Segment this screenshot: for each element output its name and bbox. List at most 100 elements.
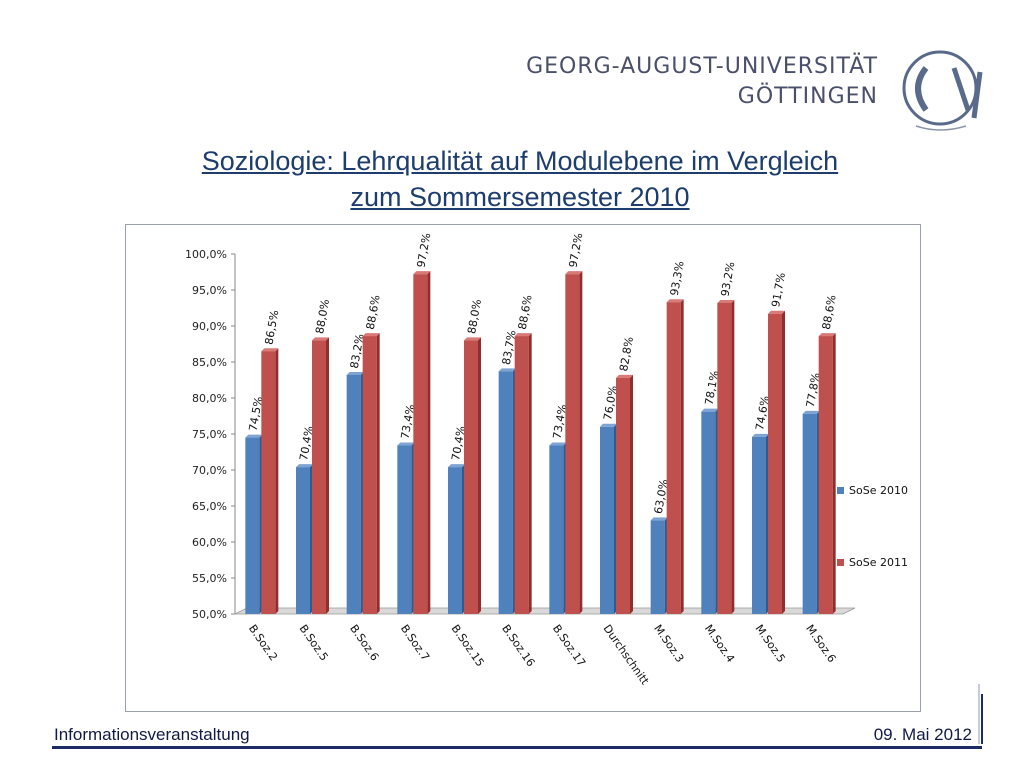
bar-side-sose2011 [680,299,684,614]
y-tick-label: 65,0% [192,500,227,513]
university-name-line1: GEORG-AUGUST-UNIVERSITÄT [526,54,878,79]
data-label: 88,6% [820,294,839,331]
bar-sose2011-bsoz6 [362,336,377,614]
bar-sose2011-bsoz16 [514,336,529,614]
y-tick-label: 50,0% [192,608,227,621]
y-tick-label: 100,0% [185,248,227,261]
data-label: 91,7% [769,272,788,309]
bar-sose2010-bsoz15 [448,467,462,614]
x-tick-label: B.Soz.7 [398,622,432,663]
x-tick-label: M.Soz.6 [803,622,838,665]
decorative-bars [978,684,983,744]
bar-sose2011-msoz3 [666,302,681,614]
bar-side-sose2011 [782,310,785,614]
bar-chart: 50,0% 55,0% 60,0% 65,0% 70,0% 75,0% 80,0% 85,0%… [185,232,908,688]
y-tick-label: 70,0% [192,464,227,477]
bar-sose2011-bsoz5 [312,340,326,614]
data-label: 88,0% [313,298,332,335]
data-label: 82,8% [617,336,636,373]
university-name-line2: GÖTTINGEN [737,84,878,109]
bar-sose2010-bsoz6 [346,374,361,614]
page-title-line2: zum Sommersemester 2010 [350,182,690,212]
footer-event-label: Informationsveranstaltung [54,725,250,744]
bar-side-sose2011 [579,271,583,614]
bar-side-sose2011 [326,337,329,614]
bar-side-sose2011 [630,374,633,614]
bar-top-sose2010 [448,464,465,468]
x-tick-label: B.Soz.15 [449,622,487,669]
data-label: 70,4% [449,425,468,462]
data-label: 88,6% [364,294,383,331]
data-label: 83,2% [348,333,367,370]
y-tick-label: 85,0% [192,356,227,369]
bar-top-sose2010 [802,410,820,414]
bar-top-sose2011 [514,333,532,337]
legend-label-sose2011: SoSe 2011 [849,556,908,569]
data-label: 63,0% [652,478,671,515]
x-tick-label: B.Soz.17 [550,622,588,669]
x-tick-label: M.Soz.4 [702,622,737,665]
data-label: 77,8% [804,372,823,409]
bar-sose2011-msoz6 [818,336,833,614]
bar-sose2011-msoz4 [717,302,732,614]
data-label: 73,4% [550,403,569,440]
x-tick-label: B.Soz.6 [347,622,381,663]
bar-sose2010-msoz3 [650,520,665,614]
bar-side-sose2011 [376,333,380,614]
bar-side-sose2011 [275,348,279,614]
bar-top-sose2010 [650,517,668,521]
x-tick-label: B.Soz.2 [246,622,280,663]
y-tick-label: 60,0% [192,536,227,549]
bar-sose2010-msoz6 [802,413,817,614]
bar-side-sose2011 [427,271,431,614]
y-tick-label: 95,0% [192,284,227,297]
bar-top-sose2010 [600,423,617,427]
bar-side-sose2011 [731,299,735,614]
bar-top-sose2011 [464,337,481,341]
y-tick-label: 55,0% [192,572,227,585]
bar-top-sose2011 [666,299,684,303]
x-tick-label: B.Soz.16 [499,622,537,669]
data-label: 88,6% [516,294,535,331]
data-label: 93,2% [718,261,737,298]
y-tick-label: 90,0% [192,320,227,333]
y-tick-label: 80,0% [192,392,227,405]
bar-sose2011-bsoz17 [565,274,580,614]
legend-swatch-sose2011 [837,559,844,566]
bar-side-sose2011 [832,333,836,614]
bar-top-sose2010 [498,368,516,372]
x-tick-label: M.Soz.5 [753,622,788,665]
bar-top-sose2010 [296,464,313,468]
data-label: 74,6% [753,395,772,432]
chart-frame [125,224,921,712]
bar-sose2010-bsoz16 [498,371,513,614]
bar-sose2010-bsoz7 [397,445,412,614]
university-logo [902,50,983,131]
page-title-line1: Soziologie: Lehrqualität auf Modulebene … [201,146,839,176]
bar-sose2011-msoz5 [768,313,782,614]
bar-sose2010-bsoz17 [549,445,564,614]
footer-rule [52,746,982,749]
bar-top-sose2011 [565,271,583,275]
bar-top-sose2010 [245,434,263,438]
data-label: 76,0% [601,385,620,422]
bar-top-sose2011 [261,348,279,352]
bar-top-sose2010 [752,433,769,437]
bar-top-sose2010 [701,408,719,412]
bar-top-sose2011 [818,333,836,337]
data-label: 88,0% [465,298,484,335]
bar-sose2010-msoz4 [701,411,716,614]
bar-sose2010-bsoz2 [245,437,260,614]
y-tick-label: 75,0% [192,428,227,441]
bar-sose2010-bsoz5 [296,467,310,614]
legend-label-sose2010: SoSe 2010 [849,484,908,497]
bar-sose2010-durchschnitt [600,426,614,614]
data-label: 78,1% [702,370,721,407]
bar-top-sose2011 [768,310,785,314]
bar-sose2011-durchschnitt [616,377,630,614]
bar-top-sose2011 [616,374,633,378]
legend-swatch-sose2010 [837,487,844,494]
footer-date: 09. Mai 2012 [873,725,972,744]
x-tick-label: Durchschnitt [601,622,652,687]
data-label: 70,4% [297,425,316,462]
